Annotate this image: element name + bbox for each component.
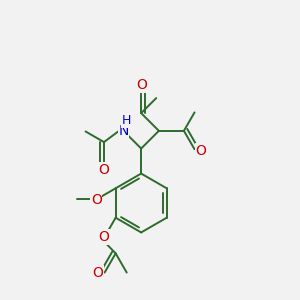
Text: O: O xyxy=(93,266,104,280)
Text: O: O xyxy=(98,163,110,177)
Text: O: O xyxy=(136,78,147,92)
Text: O: O xyxy=(91,193,102,207)
Text: O: O xyxy=(196,144,206,158)
Text: O: O xyxy=(98,230,109,244)
Text: N: N xyxy=(118,124,129,138)
Text: H: H xyxy=(122,114,131,127)
